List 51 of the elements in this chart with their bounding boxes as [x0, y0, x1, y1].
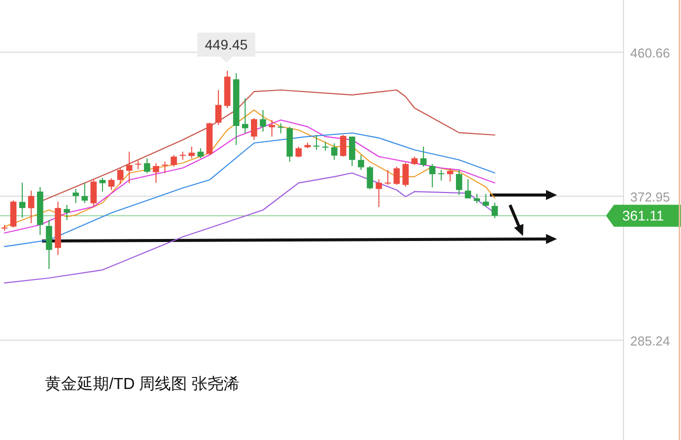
- candlestick: [358, 154, 364, 170]
- candlestick: [313, 134, 320, 150]
- candlestick: [492, 202, 498, 219]
- y-tick-label: 285.24: [630, 333, 670, 348]
- candlestick: [348, 136, 356, 166]
- candlestick: [278, 122, 284, 134]
- candlestick: [322, 141, 328, 152]
- candlestick: [152, 162, 160, 184]
- candlestick: [250, 118, 258, 140]
- candlestick: [215, 89, 222, 126]
- candlestick: [447, 168, 454, 182]
- candlestick: [188, 146, 195, 159]
- candlestick: [117, 168, 124, 185]
- candlestick: [82, 182, 88, 204]
- candlestick: [260, 110, 266, 132]
- y-tick-label: 372.95: [630, 189, 670, 204]
- candlestick: [456, 169, 462, 196]
- candlestick: [429, 164, 436, 188]
- candlestick: [126, 151, 132, 184]
- candlestick: [64, 204, 70, 220]
- candlestick: [482, 193, 489, 208]
- annotation: 黄金延期/TD 周线图 张尧浠: [45, 375, 240, 393]
- candlestick: [28, 190, 34, 224]
- candlestick: [474, 193, 480, 204]
- line-series: [4, 132, 496, 248]
- candlestick: [19, 182, 26, 218]
- candlestick: [144, 158, 150, 174]
- candlestick: [340, 134, 346, 158]
- candlestick: [197, 148, 204, 159]
- candlestick: [438, 169, 444, 182]
- candlestick: [170, 154, 177, 168]
- candlestick: [402, 162, 409, 188]
- candlestick: [384, 169, 391, 186]
- candlestick: [72, 188, 79, 204]
- candlestick: [46, 220, 52, 270]
- ref-line-label: 361.11: [622, 208, 664, 224]
- candlestick: [135, 160, 142, 170]
- candlestick: [108, 178, 115, 190]
- y-tick-label: 460.66: [630, 45, 670, 60]
- candlestick: [296, 146, 302, 158]
- candlestick: [376, 178, 382, 208]
- candlestick: [394, 166, 400, 186]
- candlestick: [420, 146, 427, 168]
- candlestick: [180, 151, 186, 160]
- candlestick: [331, 142, 338, 160]
- candlestick: [162, 161, 168, 174]
- candlestick: [90, 178, 97, 208]
- candlestick: [366, 165, 374, 190]
- annotation: 449.45: [204, 36, 248, 53]
- candlestick: [464, 178, 472, 199]
- candlestick: [242, 98, 248, 134]
